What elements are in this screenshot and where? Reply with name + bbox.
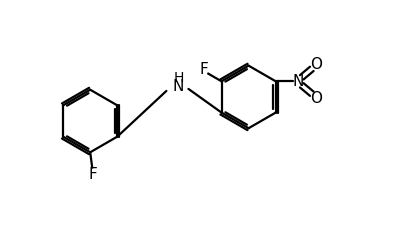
Text: O: O <box>311 57 323 72</box>
Text: H: H <box>173 71 184 85</box>
Text: O: O <box>311 91 323 106</box>
Text: N: N <box>173 79 184 94</box>
Text: F: F <box>199 62 208 77</box>
Text: N: N <box>292 74 304 89</box>
Text: F: F <box>89 167 97 182</box>
